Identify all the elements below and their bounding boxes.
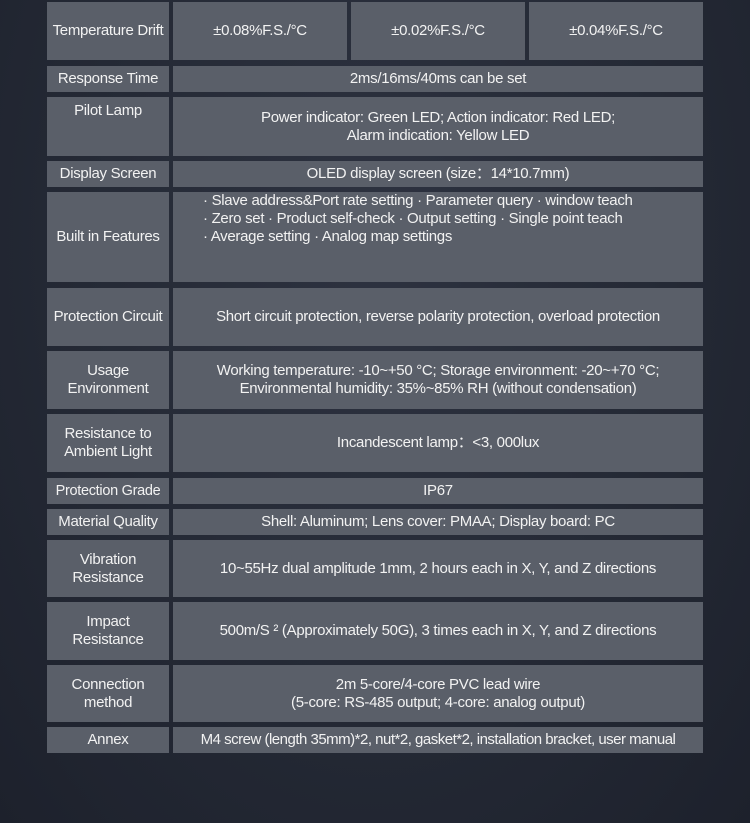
value-temperature-drift-2: ±0.02%F.S./°C bbox=[351, 2, 525, 60]
label-display-screen: Display Screen bbox=[47, 161, 169, 187]
label-impact-resistance: Impact Resistance bbox=[47, 602, 169, 660]
value-connection-method: 2m 5-core/4-core PVC lead wire (5-core: … bbox=[173, 665, 703, 722]
value-line: Environmental humidity: 35%~85% RH (with… bbox=[239, 380, 637, 397]
label-material-quality: Material Quality bbox=[47, 509, 169, 535]
value-response-time: 2ms/16ms/40ms can be set bbox=[173, 66, 703, 92]
value-line: 2m 5-core/4-core PVC lead wire bbox=[335, 675, 541, 693]
label-protection-grade: Protection Grade bbox=[47, 478, 169, 504]
label-pilot-lamp: Pilot Lamp bbox=[47, 97, 169, 156]
value-temperature-drift-1: ±0.08%F.S./°C bbox=[173, 2, 347, 60]
feature-line: · Slave address&Port rate setting · Para… bbox=[203, 192, 633, 209]
label-ambient-light: Resistance to Ambient Light bbox=[47, 414, 169, 472]
label-connection-method: Connection method bbox=[47, 665, 169, 722]
value-built-in-features: · Slave address&Port rate setting · Para… bbox=[173, 192, 703, 282]
feature-line: · Zero set · Product self-check · Output… bbox=[203, 210, 623, 227]
value-material-quality: Shell: Aluminum; Lens cover: PMAA; Displ… bbox=[173, 509, 703, 535]
label-temperature-drift: Temperature Drift bbox=[47, 2, 169, 60]
value-protection-circuit: Short circuit protection, reverse polari… bbox=[173, 288, 703, 346]
label-protection-circuit: Protection Circuit bbox=[47, 288, 169, 346]
value-line: Working temperature: -10~+50 °C; Storage… bbox=[216, 362, 660, 379]
value-line: Alarm indication: Yellow LED bbox=[346, 126, 530, 144]
label-usage-environment: Usage Environment bbox=[47, 351, 169, 409]
value-protection-grade: IP67 bbox=[173, 478, 703, 504]
value-impact-resistance: 500m/S ² (Approximately 50G), 3 times ea… bbox=[173, 602, 703, 660]
value-line: Power indicator: Green LED; Action indic… bbox=[261, 108, 615, 126]
value-annex: M4 screw (length 35mm)*2, nut*2, gasket*… bbox=[173, 727, 703, 753]
value-pilot-lamp: Power indicator: Green LED; Action indic… bbox=[173, 97, 703, 156]
value-vibration-resistance: 10~55Hz dual amplitude 1mm, 2 hours each… bbox=[173, 540, 703, 597]
label-vibration-resistance: Vibration Resistance bbox=[47, 540, 169, 597]
value-temperature-drift-3: ±0.04%F.S./°C bbox=[529, 2, 703, 60]
feature-line: · Average setting · Analog map settings bbox=[203, 228, 453, 245]
label-response-time: Response Time bbox=[47, 66, 169, 92]
value-ambient-light: Incandescent lamp：<3, 000lux bbox=[173, 414, 703, 472]
value-line: (5-core: RS-485 output; 4-core: analog o… bbox=[291, 693, 585, 711]
value-usage-environment: Working temperature: -10~+50 °C; Storage… bbox=[173, 351, 703, 409]
label-annex: Annex bbox=[47, 727, 169, 753]
value-display-screen: OLED display screen (size：14*10.7mm) bbox=[173, 161, 703, 187]
label-built-in-features: Built in Features bbox=[47, 192, 169, 282]
